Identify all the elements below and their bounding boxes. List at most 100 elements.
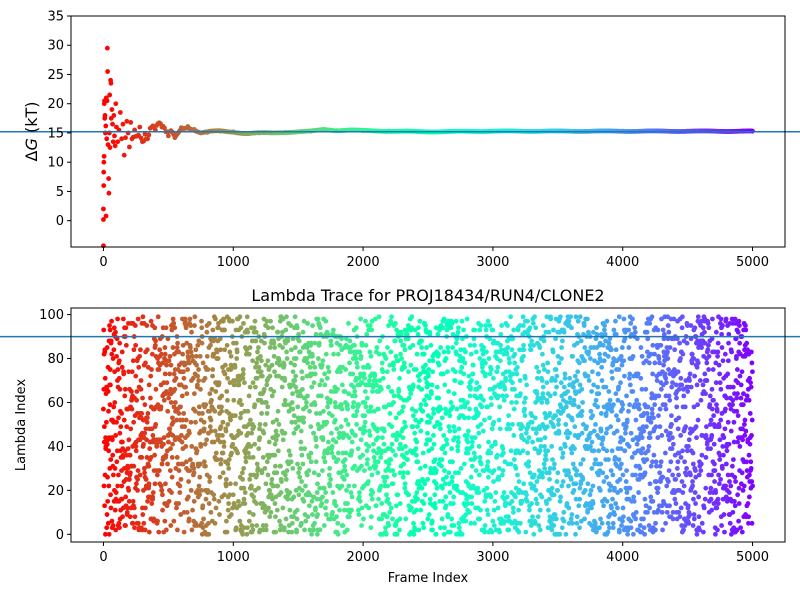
- lambda-point: [116, 375, 122, 381]
- lambda-point: [661, 331, 667, 337]
- delta-g-y-tick-label: 10: [47, 156, 64, 171]
- lambda-point: [158, 404, 164, 410]
- lambda-point: [463, 512, 469, 517]
- lambda-point: [586, 378, 592, 383]
- lambda-point: [181, 411, 187, 416]
- lambda-point: [115, 483, 121, 489]
- lambda-point: [215, 356, 221, 361]
- lambda-point: [272, 441, 278, 447]
- lambda-point: [441, 316, 447, 322]
- lambda-point: [589, 439, 595, 445]
- lambda-point: [640, 446, 646, 452]
- delta-g-point: [142, 131, 148, 137]
- lambda-point: [254, 501, 259, 506]
- lambda-point: [379, 516, 385, 522]
- lambda-point: [342, 468, 348, 473]
- lambda-point: [540, 384, 546, 390]
- lambda-point: [573, 391, 579, 397]
- lambda-point: [201, 459, 207, 465]
- lambda-point: [734, 527, 740, 533]
- lambda-point: [458, 404, 464, 410]
- lambda-point: [426, 373, 431, 379]
- lambda-point: [651, 452, 657, 458]
- lambda-point: [436, 362, 442, 368]
- lambda-point: [384, 474, 390, 480]
- lambda-point: [222, 362, 228, 368]
- lambda-point: [582, 345, 588, 350]
- delta-g-point: [101, 159, 107, 165]
- lambda-point: [546, 470, 552, 476]
- lambda-point: [658, 342, 664, 348]
- lambda-point: [365, 457, 370, 463]
- lambda-point: [429, 391, 434, 397]
- lambda-point: [592, 358, 597, 364]
- lambda-point: [708, 485, 714, 491]
- lambda-point: [657, 463, 663, 469]
- lambda-point: [359, 380, 365, 386]
- lambda-point: [495, 393, 501, 399]
- lambda-point: [344, 472, 350, 478]
- lambda-point: [700, 529, 706, 535]
- lambda-point: [204, 353, 210, 359]
- lambda-point: [492, 498, 498, 504]
- lambda-point: [566, 470, 572, 476]
- lambda-point: [413, 367, 419, 372]
- lambda-point: [610, 525, 616, 531]
- lambda-point: [665, 323, 671, 328]
- lambda-point: [579, 386, 585, 392]
- lambda-point: [647, 435, 653, 441]
- lambda-point: [223, 476, 229, 482]
- lambda-point: [289, 400, 295, 405]
- lambda-point: [269, 362, 275, 368]
- lambda-point: [489, 529, 495, 535]
- lambda-point: [698, 468, 704, 473]
- lambda-point: [688, 472, 693, 478]
- lambda-point: [212, 408, 218, 414]
- lambda-point: [306, 468, 312, 473]
- lambda-point: [448, 400, 454, 405]
- lambda-point: [339, 382, 345, 388]
- lambda-point: [740, 437, 746, 443]
- lambda-point: [464, 433, 470, 438]
- lambda-point: [149, 367, 154, 372]
- lambda-point: [688, 336, 694, 342]
- lambda-point: [606, 340, 612, 346]
- lambda-point: [537, 345, 543, 350]
- lambda-point: [441, 433, 447, 438]
- lambda-point: [129, 406, 135, 412]
- lambda-point: [170, 415, 175, 421]
- lambda-point: [299, 369, 305, 375]
- lambda-point: [323, 490, 329, 495]
- lambda-point: [625, 531, 631, 537]
- lambda-point: [283, 516, 289, 522]
- lambda-point: [174, 417, 180, 423]
- lambda-point: [185, 367, 191, 372]
- lambda-point: [308, 459, 314, 465]
- lambda-point: [601, 358, 607, 364]
- lambda-point: [523, 529, 529, 535]
- lambda-point: [487, 371, 493, 377]
- lambda-point: [437, 422, 443, 427]
- lambda-point: [379, 435, 385, 441]
- lambda-point: [626, 408, 631, 414]
- lambda-point: [167, 371, 173, 377]
- lambda-point: [260, 455, 266, 460]
- lambda-point: [547, 476, 552, 482]
- lambda-point: [142, 402, 148, 408]
- lambda-point: [110, 356, 116, 361]
- lambda-point: [655, 327, 661, 333]
- lambda-point: [263, 527, 269, 533]
- lambda-point: [735, 329, 741, 335]
- lambda-point: [726, 490, 732, 495]
- lambda-point: [554, 384, 559, 390]
- lambda-point: [312, 520, 317, 526]
- lambda-point: [509, 347, 515, 353]
- lambda-point: [584, 424, 589, 430]
- lambda-point: [525, 450, 531, 456]
- lambda-point: [143, 426, 149, 432]
- lambda-point: [152, 342, 158, 348]
- lambda-point: [104, 419, 109, 425]
- lambda-point: [179, 393, 185, 399]
- lambda-point: [182, 424, 188, 430]
- lambda-point: [685, 323, 690, 328]
